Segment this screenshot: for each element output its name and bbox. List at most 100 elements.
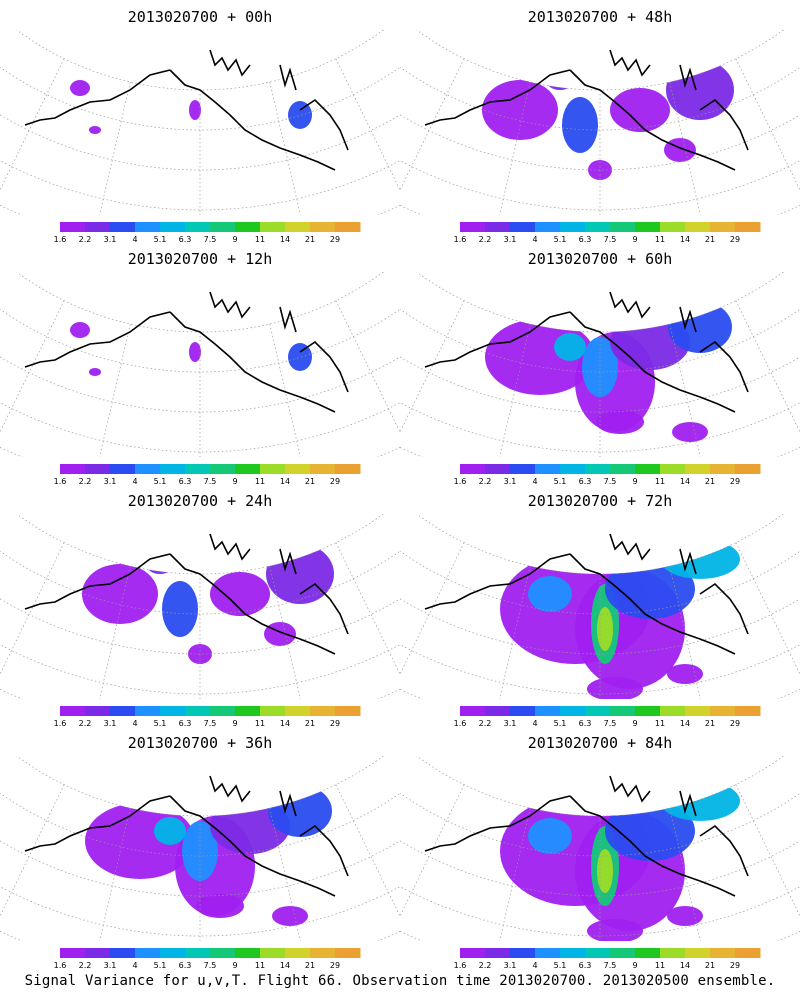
colorbar-tick-label: 21 — [305, 961, 315, 970]
coastline-4 — [299, 824, 349, 877]
coastline-2 — [209, 49, 251, 77]
colorbar-swatch — [585, 464, 611, 474]
colorbar-tick-label: 2.2 — [479, 477, 492, 486]
coastline-1 — [169, 311, 336, 413]
coastline-2 — [209, 291, 251, 319]
variance-region — [664, 138, 696, 162]
colorbar-tick-label: 4 — [132, 235, 137, 244]
colorbar: 1.6 2.2 3.1 4 5.1 6.3 7.5 9 11 14 21 29 — [54, 222, 361, 244]
colorbar-swatch — [285, 464, 311, 474]
colorbar-tick-label: 11 — [655, 719, 665, 728]
forecast-panel: 2013020700 + 72h 1.6 2.2 3.1 4 5.1 6.3 7.5 9 11 14… — [400, 484, 800, 728]
forecast-panel: 2013020700 + 48h 1.6 2.2 3.1 4 5.1 6.3 7.5 9 11 14… — [400, 0, 800, 244]
forecast-panel: 2013020700 + 60h 1.6 2.2 3.1 4 5.1 6.3 7.5 9 11 14… — [400, 242, 800, 486]
colorbar-swatch — [260, 948, 286, 958]
coastline-0 — [424, 311, 571, 368]
panel-title: 2013020700 + 24h — [127, 492, 273, 510]
forecast-panel: 2013020700 + 12h 1.6 2.2 3.1 4 5.1 6.3 7.5 9 11 14… — [0, 242, 400, 486]
variance-region — [587, 677, 643, 699]
colorbar: 1.6 2.2 3.1 4 5.1 6.3 7.5 9 11 14 21 29 — [54, 706, 361, 728]
colorbar-swatch — [160, 948, 186, 958]
coastline-0 — [24, 553, 171, 610]
variance-region — [482, 80, 558, 140]
colorbar-swatch — [135, 464, 161, 474]
colorbar-swatch — [260, 464, 286, 474]
variance-region — [154, 817, 186, 845]
colorbar-tick-label: 3.1 — [504, 719, 517, 728]
coastline-4 — [699, 98, 749, 151]
colorbar-swatch — [335, 222, 361, 232]
variance-region — [660, 781, 740, 821]
colorbar-swatch — [585, 706, 611, 716]
colorbar-tick-label: 29 — [330, 235, 340, 244]
colorbar-tick-label: 2.2 — [479, 719, 492, 728]
colorbar-swatch — [685, 948, 711, 958]
colorbar-tick-label: 29 — [330, 477, 340, 486]
colorbar-swatch — [660, 948, 686, 958]
colorbar-swatch — [585, 948, 611, 958]
colorbar-swatch — [60, 464, 86, 474]
variance-region — [667, 906, 703, 926]
colorbar-tick-label: 21 — [705, 235, 715, 244]
polar-map — [0, 272, 400, 457]
lat-lon-grid — [400, 756, 800, 941]
variance-region — [70, 322, 90, 338]
colorbar-swatch — [735, 706, 761, 716]
polar-map — [0, 756, 400, 941]
variance-region — [189, 342, 201, 362]
colorbar-swatch — [110, 948, 136, 958]
colorbar-swatch — [735, 464, 761, 474]
polar-map — [400, 756, 800, 941]
colorbar-swatch — [60, 222, 86, 232]
colorbar-swatch — [560, 464, 586, 474]
colorbar-swatch — [135, 222, 161, 232]
coastline-4 — [299, 582, 349, 635]
colorbar-tick-label: 14 — [680, 235, 690, 244]
colorbar-swatch — [335, 948, 361, 958]
coastline-1 — [569, 311, 736, 413]
colorbar-tick-label: 11 — [255, 235, 265, 244]
colorbar-tick-label: 5.1 — [554, 235, 567, 244]
colorbar-swatch — [535, 948, 561, 958]
colorbar-tick-label: 9 — [632, 235, 637, 244]
forecast-panel: 2013020700 + 24h 1.6 2.2 3.1 4 5.1 6.3 7.5 9 11 14… — [0, 484, 400, 728]
colorbar-tick-label: 7.5 — [604, 235, 617, 244]
colorbar-tick-label: 29 — [730, 719, 740, 728]
variance-region — [660, 539, 740, 579]
colorbar-swatch — [485, 222, 511, 232]
coastline-2 — [609, 775, 651, 803]
colorbar-tick-label: 5.1 — [554, 719, 567, 728]
colorbar-tick-label: 5.1 — [154, 235, 167, 244]
colorbar-swatch — [335, 706, 361, 716]
colorbar-tick-label: 11 — [255, 477, 265, 486]
forecast-panel: 2013020700 + 84h 1.6 2.2 3.1 4 5.1 6.3 7.5 9 11 14… — [400, 726, 800, 970]
colorbar-tick-label: 14 — [280, 477, 290, 486]
colorbar-swatch — [610, 464, 636, 474]
colorbar-swatch — [260, 706, 286, 716]
lat-lon-grid — [0, 514, 400, 699]
colorbar-tick-label: 11 — [655, 961, 665, 970]
figure-caption: Signal Variance for u,v,T. Flight 66. Ob… — [24, 973, 776, 989]
colorbar: 1.6 2.2 3.1 4 5.1 6.3 7.5 9 11 14 21 29 — [454, 706, 761, 728]
polar-map — [0, 30, 400, 215]
colorbar-swatch — [460, 464, 486, 474]
colorbar-tick-label: 4 — [532, 961, 537, 970]
colorbar-swatch — [235, 948, 261, 958]
colorbar-tick-label: 1.6 — [54, 719, 67, 728]
colorbar-swatch — [735, 948, 761, 958]
colorbar-swatch — [735, 222, 761, 232]
colorbar-tick-label: 11 — [655, 235, 665, 244]
colorbar-swatch — [160, 464, 186, 474]
colorbar-tick-label: 1.6 — [54, 477, 67, 486]
colorbar-tick-label: 3.1 — [504, 477, 517, 486]
coastline-0 — [424, 69, 571, 126]
colorbar-swatch — [185, 464, 211, 474]
colorbar-swatch — [560, 948, 586, 958]
variance-region — [597, 849, 613, 893]
colorbar-swatch — [635, 948, 661, 958]
panel-title: 2013020700 + 72h — [527, 492, 673, 510]
colorbar-swatch — [635, 706, 661, 716]
variance-region — [587, 919, 643, 941]
panel-title: 2013020700 + 60h — [527, 250, 673, 268]
variance-region — [196, 894, 244, 918]
